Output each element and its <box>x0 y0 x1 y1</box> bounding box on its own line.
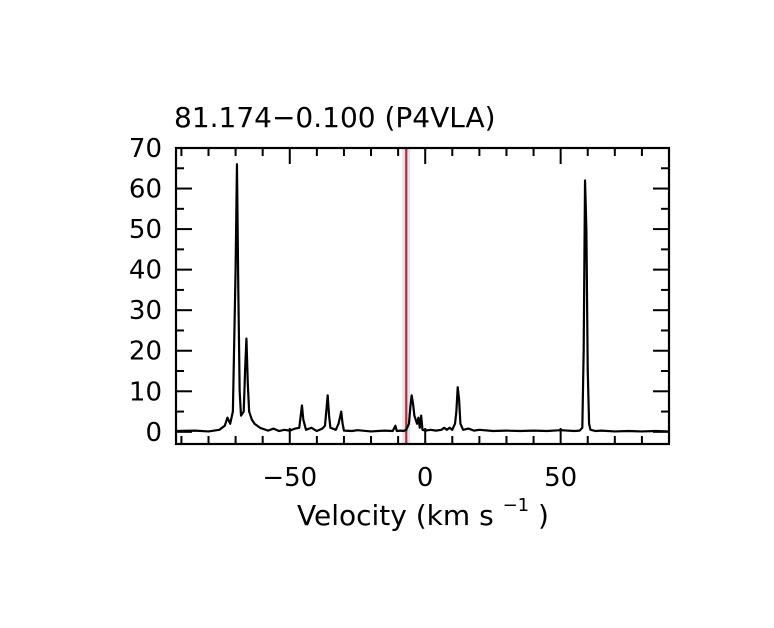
y-tick-label: 30 <box>129 296 162 326</box>
x-axis-label-close: ) <box>538 499 549 532</box>
y-tick-label: 10 <box>129 377 162 407</box>
x-tick-label: 50 <box>544 463 577 493</box>
y-tick-label: 40 <box>129 256 162 286</box>
y-tick-label: 0 <box>145 418 162 448</box>
x-axis-label: Velocity (km s −1 ) <box>297 485 549 532</box>
x-tick-label: 0 <box>417 463 434 493</box>
plot-frame <box>174 146 671 446</box>
y-tick-label: 70 <box>129 134 162 164</box>
chart-title: 81.174−0.100 (P4VLA) <box>174 101 496 134</box>
plot-area <box>174 146 671 446</box>
x-axis-label-superscript: −1 <box>503 495 530 516</box>
x-tick-label: −50 <box>262 463 317 493</box>
y-tick-label: 60 <box>129 175 162 205</box>
x-axis-tick-labels: −50 0 50 <box>262 463 577 493</box>
x-axis-label-main: Velocity (km s <box>297 499 494 532</box>
y-tick-label: 20 <box>129 337 162 367</box>
y-tick-label: 50 <box>129 215 162 245</box>
series-line-0 <box>175 163 670 433</box>
y-axis-tick-labels: 0 10 20 30 40 50 60 70 <box>129 134 162 448</box>
